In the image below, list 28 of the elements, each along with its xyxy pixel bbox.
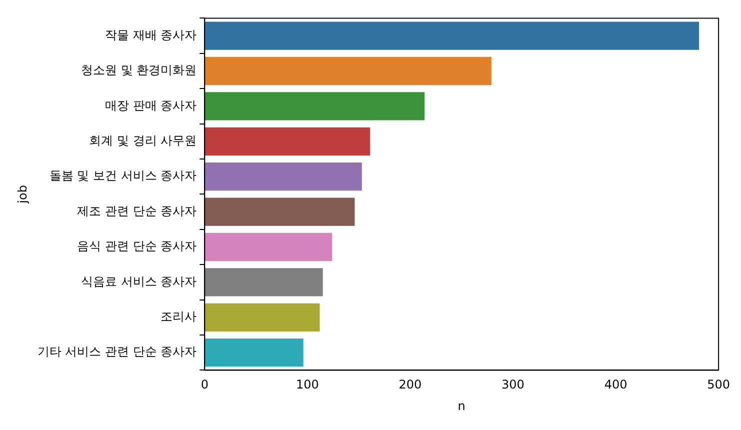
bar: [204, 162, 362, 191]
y-tick-label: 매장 판매 종사자: [105, 98, 197, 112]
x-tick-label: 500: [707, 378, 730, 392]
bar: [204, 303, 320, 332]
y-tick-label: 식음료 서비스 종사자: [81, 274, 197, 288]
y-tick-label: 작물 재배 종사자: [105, 28, 197, 42]
bar: [204, 268, 323, 296]
y-tick-label: 기타 서비스 관련 단순 종사자: [37, 344, 197, 359]
x-tick-label: 200: [398, 378, 422, 392]
y-tick-label: 음식 관련 단순 종사자: [77, 239, 197, 254]
bar: [204, 56, 492, 86]
y-tick-label: 돌봄 및 보건 서비스 종사자: [49, 168, 197, 183]
x-axis-title: n: [458, 398, 466, 413]
y-tick-label: 제조 관련 단순 종사자: [77, 204, 197, 218]
x-tick-label: 100: [296, 378, 319, 392]
bar: [204, 232, 332, 262]
bar: [204, 338, 304, 367]
bar: [204, 127, 370, 156]
x-tick-label: 300: [502, 378, 524, 392]
x-tick-label: 400: [604, 378, 628, 392]
bar: [204, 92, 425, 120]
bar: [204, 22, 700, 50]
y-tick-label: 청소원 및 환경미화원: [81, 63, 197, 78]
x-tick-label: 0: [200, 378, 208, 392]
y-tick-label: 조리사: [160, 310, 197, 324]
bar: [204, 198, 355, 226]
y-axis-title: job: [15, 185, 30, 204]
y-tick-label: 회계 및 경리 사무원: [89, 134, 197, 148]
